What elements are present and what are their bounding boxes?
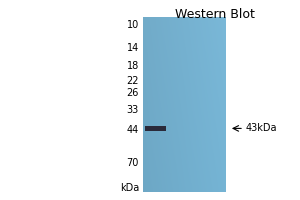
Text: 10: 10 — [127, 20, 139, 30]
Text: 33: 33 — [127, 105, 139, 115]
Text: 26: 26 — [127, 88, 139, 98]
Text: 70: 70 — [127, 158, 139, 168]
Text: 22: 22 — [127, 76, 139, 86]
Text: kDa: kDa — [120, 183, 139, 193]
Text: 43kDa: 43kDa — [246, 123, 278, 133]
Bar — [145, 126, 166, 131]
Text: 44: 44 — [127, 125, 139, 135]
Text: 14: 14 — [127, 43, 139, 53]
Text: 18: 18 — [127, 61, 139, 71]
Text: Western Blot: Western Blot — [175, 8, 255, 21]
